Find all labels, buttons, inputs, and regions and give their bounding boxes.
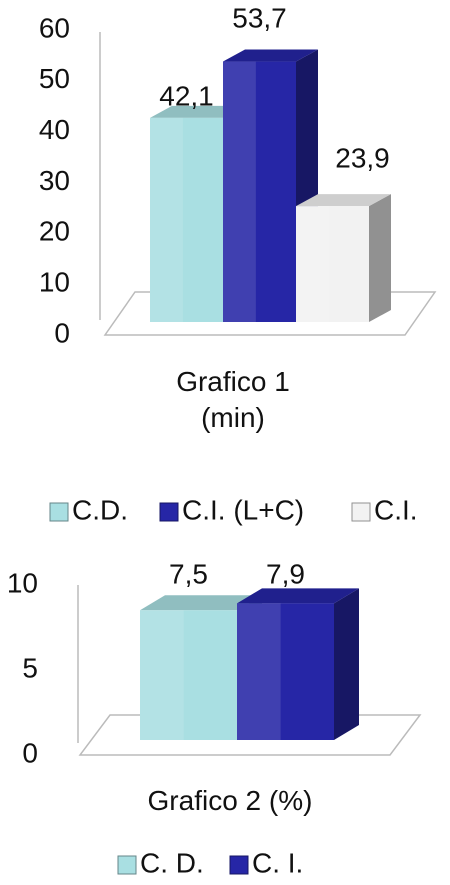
y-tick-label: 20 [39,216,70,247]
data-label: 23,9 [335,142,390,173]
bar-top [140,595,262,611]
y-tick-label: 5 [22,652,38,683]
bar-top [237,588,359,604]
legend-swatch [49,502,69,522]
y-tick-label: 10 [7,567,38,598]
legend-swatch [159,502,179,522]
legend-label: C. I. [252,847,303,878]
legend-label: C.I. (L+C) [182,494,304,525]
x-category-label: Grafico 2 (%) [147,785,313,816]
y-tick-label: 30 [39,165,70,196]
data-label: 7,5 [169,558,208,589]
legend-label: C.D. [72,494,128,525]
bar [296,206,369,322]
y-tick-label: 40 [39,114,70,145]
y-tick-label: 50 [39,63,70,94]
bar-side [334,588,359,740]
bar-top [296,194,391,207]
legend-swatch [229,855,249,875]
bar-shine [140,610,184,740]
legend-label: C.I. [374,494,418,525]
x-category-label: Grafico 1 (min) [176,366,290,433]
data-label: 7,9 [266,558,305,589]
bar-side [369,194,391,322]
data-label: 42,1 [159,80,214,111]
bar-shine [237,603,281,740]
bar [237,603,334,740]
bar-shine [296,206,329,322]
y-tick-label: 60 [39,12,70,43]
bar [150,117,223,322]
y-tick-label: 0 [54,317,70,348]
y-tick-label: 10 [39,267,70,298]
bar-top [150,105,245,118]
bar-shine [150,117,183,322]
bar-top [223,49,318,62]
legend-swatch [351,502,371,522]
y-tick-label: 0 [22,737,38,768]
legend-label: C. D. [140,847,204,878]
data-label: 53,7 [232,2,287,33]
bar [223,61,296,323]
bar-shine [223,61,256,323]
bar [140,610,237,740]
legend-swatch [117,855,137,875]
